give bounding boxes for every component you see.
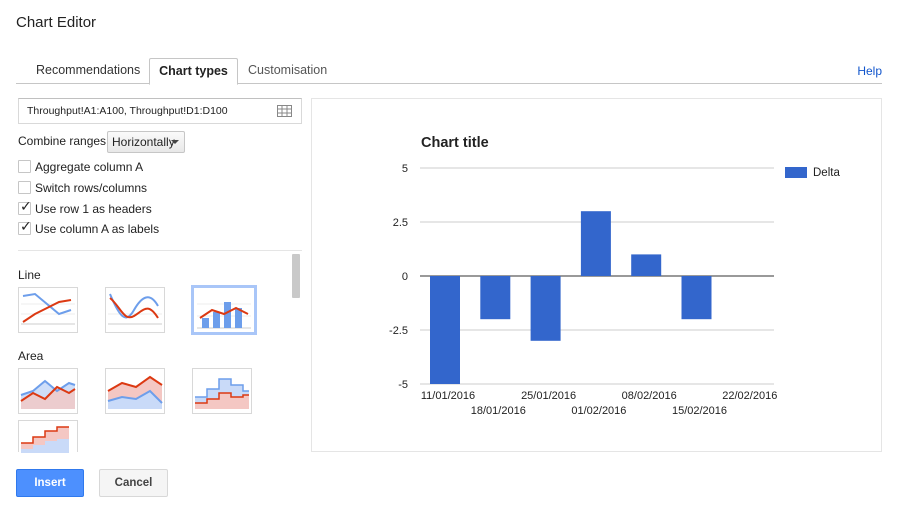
stacked-stepped-area-icon — [21, 426, 69, 453]
data-range-input[interactable]: Throughput!A1:A100, Throughput!D1:D100 — [18, 98, 302, 124]
x-tick-label: 08/02/2016 — [622, 390, 677, 402]
x-tick-label: 25/01/2016 — [521, 390, 576, 402]
x-tick-label: 22/02/2016 — [722, 390, 777, 402]
combine-ranges-dropdown[interactable]: Horizontally — [107, 131, 185, 153]
y-tick-label: -2.5 — [389, 325, 408, 337]
switch-rows-columns-label: Switch rows/columns — [35, 181, 148, 195]
use-column-a-labels-label: Use column A as labels — [35, 222, 160, 236]
bar — [530, 276, 561, 341]
tab-chart-types[interactable]: Chart types — [149, 58, 238, 85]
legend-label: Delta — [813, 167, 840, 179]
use-column-a-labels-checkbox[interactable]: ✓ — [18, 218, 32, 235]
stacked-stepped-area-thumbnail[interactable] — [18, 420, 78, 453]
options-divider — [18, 250, 302, 251]
tab-customisation[interactable]: Customisation — [248, 63, 328, 77]
chevron-down-icon — [171, 140, 179, 144]
help-link[interactable]: Help — [857, 64, 882, 78]
chart-preview-panel: Chart title 5 2.5 0 -2.5 -5 11/01/2016 18/01/20… — [311, 98, 882, 452]
area-chart-thumbnail[interactable] — [18, 368, 78, 414]
line-chart-thumbnail[interactable] — [18, 287, 78, 333]
y-tick-label: 0 — [402, 271, 408, 283]
smooth-line-chart-thumbnail[interactable] — [105, 287, 165, 333]
bar — [631, 254, 662, 276]
cancel-button[interactable]: Cancel — [99, 469, 168, 497]
stepped-area-chart-icon — [195, 378, 249, 409]
y-tick-label: 5 — [402, 163, 408, 175]
bar — [681, 276, 712, 320]
tab-recommendations[interactable]: Recommendations — [36, 63, 141, 77]
smooth-line-chart-icon — [108, 293, 162, 325]
bar — [480, 276, 511, 320]
chart-preview: Chart title 5 2.5 0 -2.5 -5 11/01/2016 18/01/20… — [389, 135, 840, 417]
switch-rows-columns-checkbox[interactable] — [18, 181, 31, 194]
data-range-value: Throughput!A1:A100, Throughput!D1:D100 — [27, 105, 228, 117]
stepped-area-chart-thumbnail[interactable] — [192, 368, 252, 414]
select-range-grid-icon[interactable] — [277, 105, 292, 117]
tab-bar: Recommendations Chart types Customisatio… — [16, 58, 882, 85]
x-tick-label: 15/02/2016 — [672, 405, 727, 417]
y-tick-label: -5 — [398, 379, 408, 391]
combo-chart-thumbnail-selected[interactable] — [191, 285, 257, 335]
combo-chart-icon — [197, 302, 251, 329]
combine-ranges-label: Combine ranges: — [18, 134, 110, 148]
x-tick-label: 18/01/2016 — [471, 405, 526, 417]
bar — [580, 211, 611, 276]
stacked-area-chart-icon — [107, 375, 163, 409]
checkmark-icon: ✓ — [20, 218, 32, 234]
use-row1-headers-label: Use row 1 as headers — [35, 202, 152, 216]
bar — [430, 276, 460, 384]
x-tick-label: 01/02/2016 — [571, 405, 626, 417]
section-area-label: Area — [18, 349, 44, 363]
use-row1-headers-checkbox[interactable]: ✓ — [18, 198, 32, 215]
combine-ranges-selected: Horizontally — [112, 135, 175, 149]
aggregate-column-label: Aggregate column A — [35, 160, 144, 174]
dialog-title: Chart Editor — [16, 14, 97, 31]
checkmark-icon: ✓ — [20, 198, 32, 214]
line-chart-icon — [21, 292, 75, 325]
insert-button[interactable]: Insert — [16, 469, 84, 497]
x-tick-label: 11/01/2016 — [421, 390, 475, 402]
y-tick-label: 2.5 — [393, 217, 408, 229]
section-line-label: Line — [18, 268, 41, 282]
aggregate-column-checkbox[interactable] — [18, 160, 31, 173]
chart-types-scrollbar[interactable] — [292, 254, 300, 298]
legend-swatch — [785, 167, 807, 178]
area-chart-icon — [20, 379, 76, 409]
stacked-area-chart-thumbnail[interactable] — [105, 368, 165, 414]
chart-title: Chart title — [421, 135, 489, 151]
